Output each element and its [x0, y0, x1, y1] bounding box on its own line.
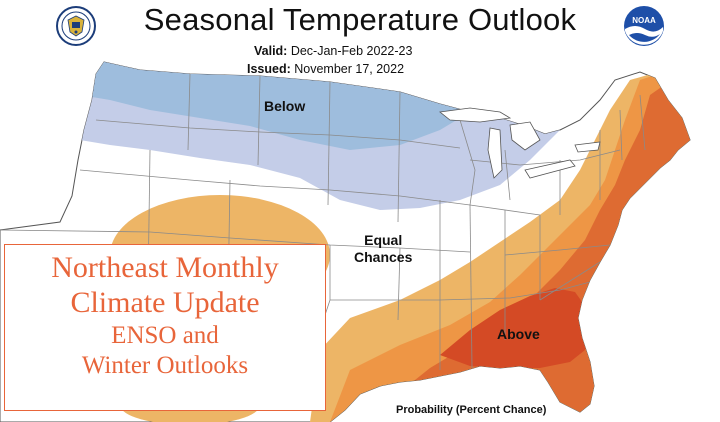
valid-label: Valid:	[254, 44, 288, 58]
commerce-seal-icon	[56, 6, 96, 46]
probability-legend-label: Probability (Percent Chance)	[396, 404, 547, 416]
noaa-logo-icon: NOAA	[624, 6, 664, 46]
page-title: Seasonal Temperature Outlook	[143, 2, 577, 37]
overlay-line-1: Northeast Monthly	[51, 251, 279, 284]
above-label: Above	[497, 326, 540, 342]
valid-value: Dec-Jan-Feb 2022-23	[290, 44, 413, 58]
issued-row: Issued: November 17, 2022	[247, 62, 404, 76]
equal-label-line1: Equal	[364, 232, 403, 248]
valid-row: Valid: Dec-Jan-Feb 2022-23	[254, 44, 412, 58]
equal-chances-label: Equal Chances	[354, 232, 412, 266]
above-darkest-band	[440, 288, 590, 368]
overlay-line-4: Winter Outlooks	[81, 352, 249, 379]
great-lakes	[439, 107, 601, 179]
climate-update-overlay: Northeast Monthly Climate Update ENSO an…	[4, 244, 326, 411]
equal-label-line2: Chances	[354, 249, 413, 265]
issued-value: November 17, 2022	[294, 62, 405, 76]
overlay-line-3: ENSO and	[111, 322, 219, 349]
overlay-line-2: Climate Update	[70, 286, 260, 319]
below-label: Below	[264, 98, 306, 114]
issued-label: Issued:	[247, 62, 291, 76]
svg-text:NOAA: NOAA	[632, 16, 656, 25]
state-borders	[0, 73, 646, 370]
